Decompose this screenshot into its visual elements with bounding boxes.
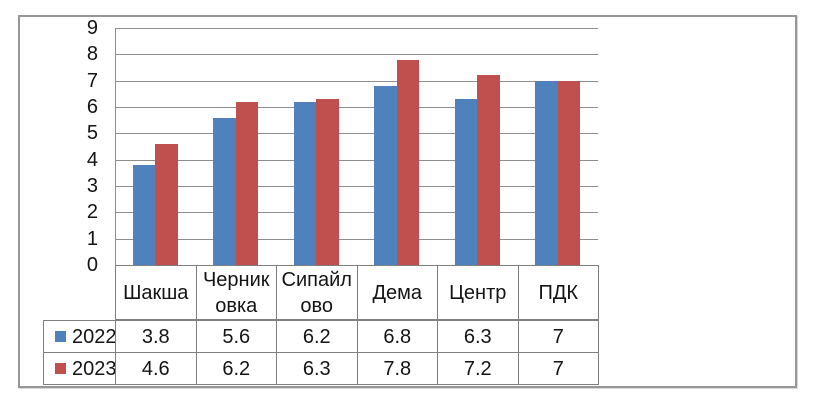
gridline — [115, 186, 598, 187]
gridline — [115, 28, 598, 29]
category-header-cell: Шакша — [115, 265, 197, 320]
value-cell: 6.8 — [356, 320, 438, 353]
gridline — [115, 238, 598, 240]
bar-2023-Центр — [477, 75, 500, 265]
value-cell: 6.3 — [276, 352, 358, 385]
bar-2022-ПДК — [535, 80, 558, 265]
bar-2022-Дема — [374, 85, 397, 265]
y-axis-label: 2 — [86, 201, 98, 224]
gridline — [115, 107, 598, 108]
legend-label: 2022 — [72, 325, 117, 348]
y-axis-label: 0 — [86, 254, 98, 276]
value-cell: 7.2 — [437, 352, 519, 385]
category-header-cell: Центр — [437, 265, 519, 320]
value-cell: 6.3 — [437, 320, 519, 353]
legend-swatch-2022 — [55, 331, 66, 342]
gridline — [115, 212, 598, 214]
category-header-cell: Сипайл ово — [276, 265, 358, 320]
y-axis-label: 5 — [86, 122, 98, 145]
legend-label: 2023 — [72, 357, 117, 380]
gridline — [115, 159, 598, 161]
category-header-cell: ПДК — [517, 265, 599, 320]
bar-2023-Черниковка — [235, 101, 259, 265]
value-cell: 7 — [517, 352, 599, 385]
value-cell: 7 — [517, 320, 599, 353]
value-cell: 6.2 — [276, 320, 358, 353]
gridline — [115, 133, 598, 135]
y-axis-label: 3 — [86, 175, 98, 197]
gridline — [115, 54, 598, 56]
y-axis-label: 6 — [86, 96, 98, 118]
legend-cell-2022: 2022 — [43, 320, 117, 353]
y-axis-label: 8 — [86, 43, 98, 66]
y-axis-label: 7 — [86, 69, 98, 92]
bar-2022-Шакша — [132, 164, 156, 265]
category-header-cell: Дема — [356, 265, 438, 320]
value-cell: 5.6 — [195, 320, 277, 353]
bar-2023-Шакша — [155, 143, 178, 265]
bar-2023-ПДК — [557, 80, 581, 265]
value-cell: 6.2 — [195, 352, 277, 385]
legend-cell-2023: 2023 — [43, 352, 117, 385]
chart-figure: 0 1 2 3 4 5 6 7 8 9 Шакша Черник овка Сипайл ово Дем… — [18, 15, 797, 388]
category-header-cell: Черник овка — [195, 265, 277, 320]
y-axis-label: 4 — [86, 148, 98, 171]
value-cell: 3.8 — [115, 320, 197, 353]
legend-swatch-2023 — [55, 363, 66, 374]
value-cell: 4.6 — [115, 352, 197, 385]
bar-2022-Центр — [454, 99, 478, 265]
gridline — [115, 80, 598, 82]
bar-2023-Сипайлово — [316, 99, 339, 265]
y-axis-line — [115, 28, 116, 265]
bar-2023-Дема — [396, 59, 420, 265]
bar-2022-Сипайлово — [293, 101, 317, 265]
y-axis-label: 1 — [86, 227, 98, 250]
bar-2022-Черниковка — [213, 117, 236, 265]
y-axis-label: 9 — [86, 17, 98, 39]
value-cell: 7.8 — [356, 352, 438, 385]
